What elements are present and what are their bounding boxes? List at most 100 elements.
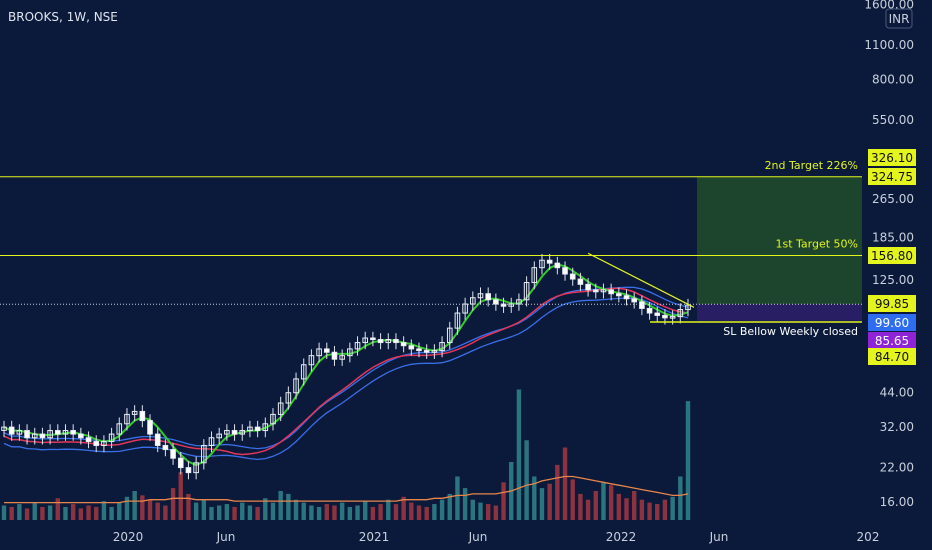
candle-down bbox=[400, 342, 407, 347]
candle-up bbox=[208, 437, 215, 446]
candle-up bbox=[454, 312, 461, 329]
volume-bar bbox=[132, 491, 137, 520]
time-axis[interactable]: 2020 Jun 2021 Jun 2022 Jun 202 bbox=[113, 530, 880, 544]
volume-bar bbox=[363, 501, 368, 520]
candle-up bbox=[362, 337, 369, 344]
candle-up bbox=[116, 423, 123, 435]
candle-up bbox=[431, 350, 438, 353]
currency-button[interactable]: INR bbox=[885, 8, 913, 29]
candle-down bbox=[654, 312, 661, 316]
candle-up bbox=[293, 378, 299, 394]
volume-bar bbox=[332, 505, 337, 520]
volume-bar bbox=[224, 504, 230, 520]
volume-bar bbox=[493, 505, 499, 520]
volume-bar bbox=[240, 502, 245, 520]
volume-bar bbox=[593, 491, 598, 520]
candle-down bbox=[54, 430, 61, 435]
candle-down bbox=[493, 299, 499, 305]
candle-up bbox=[201, 444, 207, 464]
volume-bar bbox=[255, 506, 260, 520]
volume-bar bbox=[193, 502, 199, 520]
price-tick-label: 44.00 bbox=[880, 386, 914, 400]
candle-down bbox=[639, 301, 645, 309]
volume-bar bbox=[124, 496, 130, 520]
candle-down bbox=[608, 289, 614, 295]
candle-down bbox=[154, 433, 161, 446]
candle-up bbox=[224, 430, 230, 435]
candle-up bbox=[539, 259, 545, 269]
candle-up bbox=[677, 309, 684, 318]
time-tick-label: 2020 bbox=[113, 530, 144, 544]
price-tag bbox=[868, 247, 916, 264]
volume-bar bbox=[232, 506, 237, 520]
price-tag-label: 99.85 bbox=[875, 297, 909, 311]
candle-up bbox=[600, 289, 607, 293]
volume-bar bbox=[9, 506, 14, 520]
candle-up bbox=[385, 339, 392, 344]
volume-bar bbox=[178, 472, 183, 520]
volume-bar bbox=[339, 502, 345, 520]
candle-up bbox=[347, 348, 353, 357]
candle-up bbox=[131, 410, 138, 415]
candle-up bbox=[193, 462, 199, 474]
volume-bar bbox=[1, 505, 7, 520]
time-tick-label: 2022 bbox=[606, 530, 637, 544]
volume-bar bbox=[470, 499, 476, 520]
candle-down bbox=[408, 345, 415, 350]
candle-down bbox=[70, 430, 76, 435]
volume-bar bbox=[478, 502, 483, 520]
candle-up bbox=[531, 267, 538, 284]
candle-down bbox=[554, 262, 561, 269]
volume-bar bbox=[570, 479, 575, 520]
volume-bar bbox=[562, 447, 568, 520]
volume-bar bbox=[532, 476, 537, 520]
price-tag-label: 85.65 bbox=[875, 334, 909, 348]
volume-ma-line bbox=[4, 475, 689, 504]
stop-zone bbox=[697, 304, 862, 321]
volume-bar bbox=[78, 508, 84, 520]
volume-bar bbox=[409, 502, 414, 520]
candle-up bbox=[308, 355, 315, 366]
price-tick-label: 125.00 bbox=[872, 273, 914, 287]
candle-up bbox=[1, 426, 7, 431]
volume-bar bbox=[555, 464, 560, 520]
candle-up bbox=[300, 364, 307, 380]
candle-up bbox=[62, 430, 69, 435]
volume-bar bbox=[140, 495, 145, 520]
price-tag-label: 99.60 bbox=[875, 316, 909, 330]
volume-bars bbox=[1, 389, 691, 520]
volume-bar bbox=[547, 483, 552, 520]
candle-down bbox=[500, 303, 507, 307]
price-tag bbox=[868, 332, 916, 349]
volume-bar bbox=[485, 504, 491, 520]
candle-down bbox=[231, 430, 238, 435]
candle-up bbox=[316, 348, 322, 357]
volume-bar bbox=[163, 505, 168, 520]
time-tick-label: Jun bbox=[709, 530, 729, 544]
price-tag bbox=[868, 295, 916, 312]
volume-bar bbox=[439, 499, 445, 520]
volume-bar bbox=[462, 488, 468, 520]
volume-bar bbox=[209, 506, 214, 520]
volume-bar bbox=[94, 506, 99, 520]
volume-bar bbox=[55, 498, 60, 520]
candle-up bbox=[523, 282, 530, 301]
volume-bar bbox=[40, 506, 45, 520]
candle-up bbox=[285, 392, 292, 404]
candle-up bbox=[16, 430, 23, 435]
volume-bar bbox=[147, 499, 153, 520]
moving-averages bbox=[3, 263, 689, 467]
price-axis[interactable]: 1600.00 1100.00 800.00 550.00 265.00 185.00 12… bbox=[864, 0, 914, 509]
candle-down bbox=[646, 307, 653, 314]
candle-down bbox=[662, 314, 668, 319]
price-tick-label: 800.00 bbox=[872, 72, 914, 86]
price-tag-label: 324.75 bbox=[871, 170, 913, 184]
candle-up bbox=[277, 402, 284, 415]
volume-bar bbox=[616, 493, 622, 520]
price-tag-label: 156.80 bbox=[871, 249, 913, 263]
lower-blue-ma-line bbox=[3, 297, 689, 461]
volume-bar bbox=[293, 499, 299, 520]
candle-down bbox=[423, 350, 430, 353]
volume-bar bbox=[32, 502, 37, 520]
